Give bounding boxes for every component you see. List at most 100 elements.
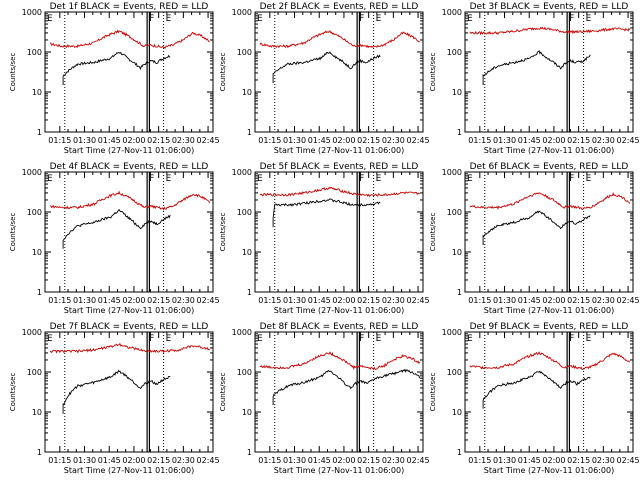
y-tick-label: 10 [32, 88, 42, 97]
y-axis-label: Counts/sec [9, 213, 17, 252]
y-tick-label: 1 [247, 288, 252, 297]
y-tick-label: 10 [242, 408, 252, 417]
x-tick-label: 01:45 [518, 296, 541, 305]
flag-label: E [467, 14, 473, 24]
x-tick-label: 01:15 [258, 136, 281, 145]
x-axis-label: Start Time (27-Nov-11 01:06:00) [274, 146, 404, 155]
y-tick-label: 1000 [232, 168, 252, 177]
panel-title: Det 2f BLACK = Events, RED = LLD [260, 2, 419, 12]
x-axis-label: Start Time (27-Nov-11 01:06:00) [64, 146, 194, 155]
panel-title: Det 1f BLACK = Events, RED = LLD [50, 2, 209, 12]
plot-frame [464, 331, 634, 453]
panel-7: Det 7f BLACK = Events, RED = LLD 1 10 100 10… [9, 322, 220, 475]
y-tick-label: 1000 [442, 168, 462, 177]
x-tick-label: 02:30 [172, 456, 195, 465]
x-tick-label: 01:45 [518, 136, 541, 145]
x-tick-label: 01:45 [308, 136, 331, 145]
x-tick-label: 02:45 [197, 296, 220, 305]
x-tick-label: 01:30 [493, 456, 516, 465]
x-tick-label: 02:45 [617, 296, 640, 305]
flag-label: E [467, 174, 473, 184]
y-tick-label: 1 [247, 448, 252, 457]
x-axis-label: Start Time (27-Nov-11 01:06:00) [64, 466, 194, 475]
flag-label: E [586, 174, 592, 184]
panel-title: Det 7f BLACK = Events, RED = LLD [50, 322, 209, 332]
flag-label: E [376, 174, 382, 184]
y-tick-label: 100 [237, 48, 252, 57]
lld-series-line [49, 190, 211, 211]
x-tick-label: 02:30 [592, 296, 615, 305]
x-tick-label: 01:15 [468, 296, 491, 305]
y-tick-label: 10 [32, 248, 42, 257]
flag-label: E [47, 14, 53, 24]
x-tick-label: 01:45 [308, 456, 331, 465]
plot-frame [44, 11, 214, 133]
lld-series-line [259, 186, 421, 198]
flag-label: E [257, 334, 263, 344]
panel-1: Det 1f BLACK = Events, RED = LLD 1 10 100 10… [9, 2, 220, 155]
x-tick-label: 01:45 [98, 136, 121, 145]
events-series-line [272, 51, 381, 83]
x-axis-label: Start Time (27-Nov-11 01:06:00) [64, 306, 194, 315]
events-series-line [272, 368, 421, 405]
x-tick-label: 02:00 [122, 456, 145, 465]
x-tick-label: 01:30 [283, 136, 306, 145]
y-tick-label: 1 [37, 448, 42, 457]
x-tick-label: 02:45 [407, 296, 430, 305]
x-tick-label: 02:30 [172, 136, 195, 145]
x-tick-label: 02:30 [382, 296, 405, 305]
flag-label: E [47, 174, 53, 184]
flag-label: F [359, 174, 364, 184]
x-tick-label: 02:30 [382, 456, 405, 465]
lld-series-line [259, 30, 420, 49]
plot-frame [44, 331, 214, 453]
x-tick-label: 01:15 [258, 456, 281, 465]
y-tick-label: 1000 [22, 168, 42, 177]
x-tick-label: 01:30 [73, 136, 96, 145]
y-tick-label: 10 [32, 408, 42, 417]
flag-label: F [149, 334, 154, 344]
panel-2: Det 2f BLACK = Events, RED = LLD 1 10 100 10… [219, 2, 430, 155]
x-tick-label: 02:15 [567, 296, 590, 305]
y-tick-label: 100 [447, 368, 462, 377]
x-tick-label: 02:15 [357, 456, 380, 465]
y-tick-label: 100 [27, 208, 42, 217]
x-tick-label: 01:45 [518, 456, 541, 465]
events-series-line [62, 208, 171, 249]
y-tick-label: 100 [237, 208, 252, 217]
y-tick-label: 1 [37, 128, 42, 137]
panel-5: Det 5f BLACK = Events, RED = LLD 1 10 100 10… [219, 162, 430, 315]
y-tick-label: 1000 [442, 328, 462, 337]
y-tick-label: 1 [37, 288, 42, 297]
y-axis-label: Counts/sec [429, 373, 437, 412]
panel-title: Det 6f BLACK = Events, RED = LLD [470, 162, 629, 172]
y-axis-label: Counts/sec [9, 53, 17, 92]
panel-title: Det 3f BLACK = Events, RED = LLD [470, 2, 629, 12]
panel-title: Det 5f BLACK = Events, RED = LLD [260, 162, 419, 172]
x-tick-label: 02:00 [542, 136, 565, 145]
plot-frame [464, 171, 634, 293]
flag-label: F [359, 334, 364, 344]
events-series-line [62, 51, 171, 85]
lld-series-line [469, 351, 631, 370]
flag-label: F [569, 14, 574, 24]
events-series-line [272, 198, 381, 228]
x-tick-label: 01:15 [48, 296, 71, 305]
y-tick-label: 100 [447, 48, 462, 57]
x-tick-label: 02:45 [197, 456, 220, 465]
x-tick-label: 01:45 [98, 296, 121, 305]
flag-label: E [166, 334, 172, 344]
y-tick-label: 100 [27, 368, 42, 377]
x-tick-label: 01:30 [73, 456, 96, 465]
x-tick-label: 02:00 [542, 296, 565, 305]
y-tick-label: 1000 [442, 8, 462, 17]
flag-label: E [257, 174, 263, 184]
x-tick-label: 01:30 [283, 296, 306, 305]
panel-3: Det 3f BLACK = Events, RED = LLD 1 10 100 10… [429, 2, 640, 155]
flag-label: E [376, 14, 382, 24]
y-tick-label: 10 [452, 408, 462, 417]
x-tick-label: 02:15 [147, 296, 170, 305]
x-tick-label: 02:15 [567, 136, 590, 145]
x-tick-label: 01:30 [493, 136, 516, 145]
x-tick-label: 02:45 [617, 136, 640, 145]
